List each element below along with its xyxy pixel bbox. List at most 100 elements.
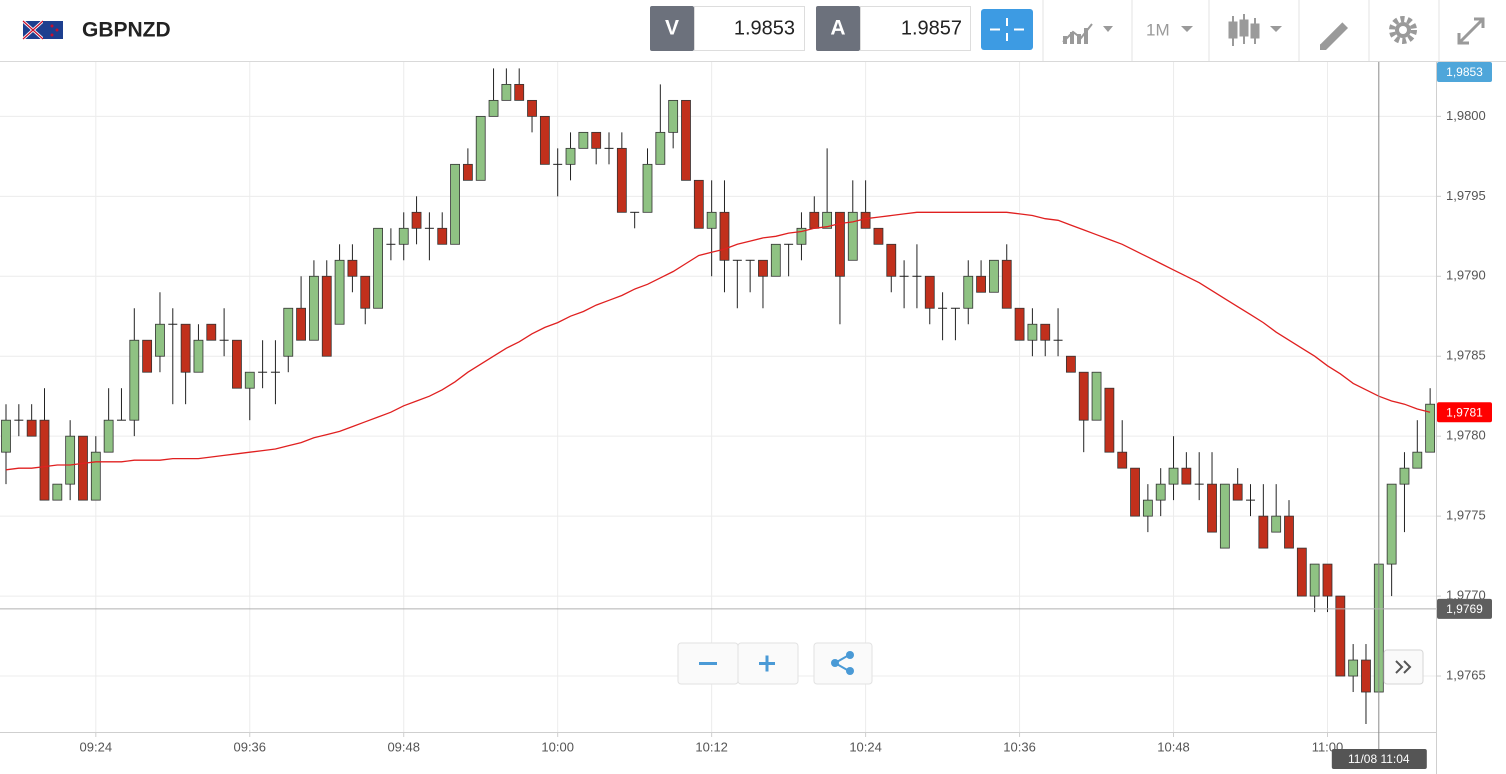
last-price-box bbox=[1437, 62, 1492, 82]
crosshair-y-box bbox=[1437, 598, 1492, 619]
candle-style-button[interactable] bbox=[1228, 14, 1282, 46]
candle-body bbox=[732, 259, 742, 261]
symbol: GBPNZD bbox=[82, 19, 171, 42]
candle-body bbox=[1348, 659, 1359, 677]
timeframe-button[interactable]: 1M bbox=[1146, 20, 1193, 39]
candle-body bbox=[1258, 515, 1269, 549]
candle-body bbox=[989, 259, 999, 293]
candle-body bbox=[630, 211, 640, 213]
candle-body bbox=[873, 227, 884, 245]
candle-body bbox=[976, 275, 986, 293]
candle-body bbox=[655, 131, 666, 165]
candle-body bbox=[578, 131, 589, 149]
candle-body bbox=[1040, 323, 1051, 341]
candle-body bbox=[847, 211, 858, 261]
x-tick-label: 10:24 bbox=[849, 739, 882, 754]
candle-body bbox=[527, 99, 537, 117]
y-tick-label: 1,9770 bbox=[1446, 588, 1486, 603]
zoom-in-button[interactable] bbox=[737, 642, 799, 685]
candle-body bbox=[258, 371, 268, 373]
candle-body bbox=[912, 275, 922, 277]
candle-body bbox=[963, 275, 974, 309]
candle-body bbox=[424, 227, 434, 229]
candle-body bbox=[1014, 307, 1025, 341]
candle-body bbox=[90, 451, 101, 501]
candle-body bbox=[1296, 547, 1307, 597]
candle-body bbox=[65, 435, 76, 485]
candle-body bbox=[1361, 659, 1371, 693]
candle-body bbox=[168, 323, 178, 325]
candle-body bbox=[1207, 483, 1217, 533]
candle-body bbox=[1322, 563, 1333, 597]
scroll-end-button[interactable] bbox=[1383, 649, 1424, 685]
candle-body bbox=[1117, 451, 1128, 469]
candle-body bbox=[886, 243, 897, 277]
candle-body bbox=[39, 419, 50, 501]
candle-body bbox=[26, 419, 37, 437]
buy-label: A bbox=[830, 17, 845, 40]
x-tick-label: 10:48 bbox=[1157, 739, 1190, 754]
candle-body bbox=[321, 275, 332, 357]
moving-average-line bbox=[5, 211, 1431, 471]
share-button[interactable] bbox=[813, 642, 873, 685]
y-tick-label: 1,9800 bbox=[1446, 108, 1486, 123]
candle-body bbox=[1284, 515, 1294, 549]
candle-body bbox=[78, 435, 88, 501]
candle-body bbox=[553, 163, 563, 165]
candle-body bbox=[1386, 483, 1397, 565]
candle-body bbox=[514, 83, 525, 101]
candle-body bbox=[1155, 483, 1166, 501]
y-tick-label: 1,9780 bbox=[1446, 428, 1486, 443]
candle-body bbox=[770, 243, 781, 277]
y-tick-label: 1,9785 bbox=[1446, 348, 1486, 363]
candle-body bbox=[796, 227, 807, 245]
candle-body bbox=[283, 307, 294, 357]
sell-button[interactable]: V 1.9853 bbox=[650, 6, 805, 51]
x-tick-label: 10:00 bbox=[541, 739, 574, 754]
crosshair-button[interactable] bbox=[981, 9, 1033, 50]
candle-body bbox=[1091, 371, 1102, 421]
candle-body bbox=[938, 307, 948, 309]
x-tick-label: 09:24 bbox=[80, 739, 113, 754]
x-tick-label: 09:36 bbox=[233, 739, 266, 754]
candle-body bbox=[681, 99, 691, 181]
timeframe: 1M bbox=[1146, 20, 1170, 39]
last-price-label: 1,9853 bbox=[1446, 65, 1483, 79]
candle-body bbox=[706, 211, 717, 229]
candle-body bbox=[219, 339, 229, 341]
candle-body bbox=[193, 339, 204, 373]
candle-body bbox=[360, 275, 371, 309]
candle-body bbox=[591, 131, 602, 149]
candle-body bbox=[1412, 451, 1423, 469]
ma-price-box bbox=[1437, 402, 1492, 423]
zoom-out-button[interactable] bbox=[677, 642, 739, 685]
candle-body bbox=[642, 163, 653, 213]
toolbar-dividers bbox=[1042, 0, 1440, 61]
candle-body bbox=[693, 179, 704, 229]
candle-body bbox=[1027, 323, 1038, 341]
chart-type-button[interactable] bbox=[1062, 23, 1113, 44]
fullscreen-button[interactable] bbox=[1457, 17, 1485, 45]
draw-button[interactable] bbox=[1319, 17, 1348, 50]
candle-body bbox=[155, 323, 165, 357]
candle-body bbox=[1, 419, 11, 453]
candle-body bbox=[116, 419, 126, 421]
candle-body bbox=[950, 307, 960, 309]
settings-button[interactable] bbox=[1389, 16, 1417, 44]
buy-button[interactable]: A 1.9857 bbox=[816, 6, 971, 51]
y-tick-label: 1,9775 bbox=[1446, 508, 1486, 523]
candle-body bbox=[386, 243, 396, 245]
candle-body bbox=[1130, 467, 1140, 517]
candle-body bbox=[719, 211, 730, 261]
candle-body bbox=[668, 99, 679, 133]
candle-body bbox=[232, 339, 242, 389]
candle-body bbox=[565, 147, 576, 165]
candle-body bbox=[206, 323, 217, 341]
sell-price: 1.9853 bbox=[734, 17, 795, 39]
candle-body bbox=[129, 339, 140, 421]
crosshair-x-label: 11/08 11:04 bbox=[1348, 752, 1410, 766]
candle-body bbox=[745, 259, 755, 261]
candle-body bbox=[488, 99, 499, 117]
candle-body bbox=[604, 147, 614, 149]
